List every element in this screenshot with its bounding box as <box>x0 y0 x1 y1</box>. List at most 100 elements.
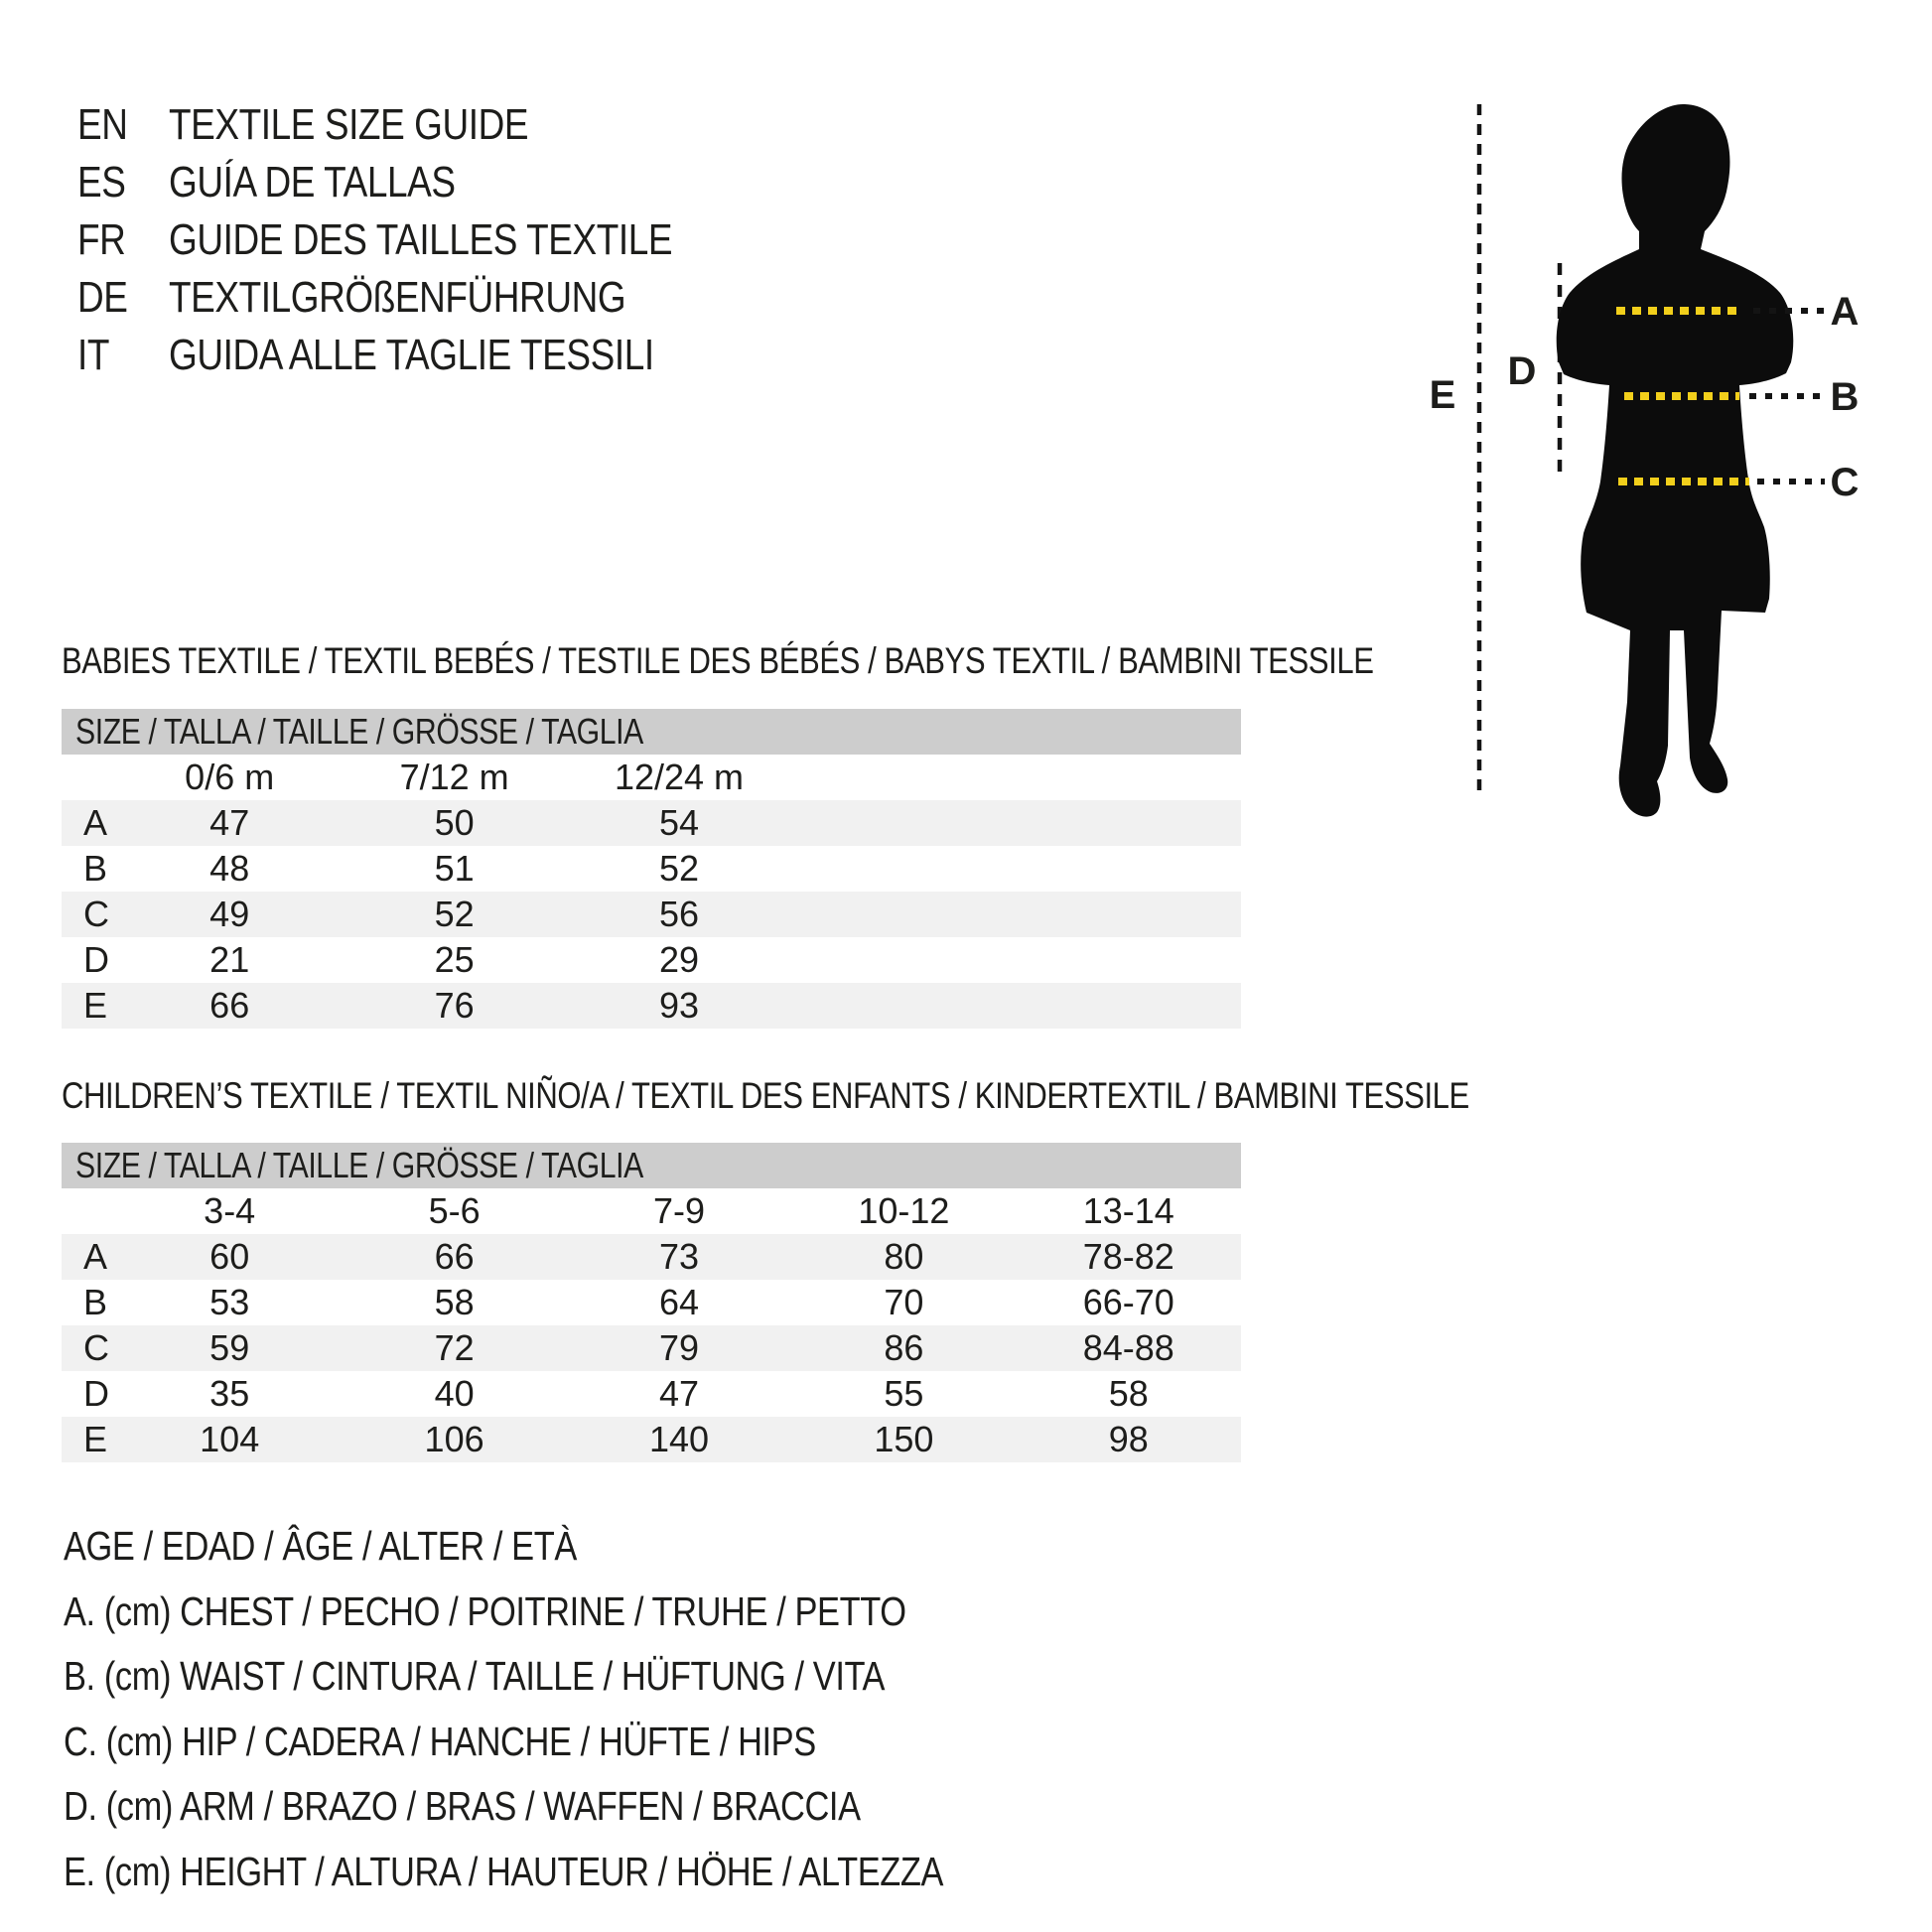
legend-line-height: E. (cm) HEIGHT / ALTURA / HAUTEUR / HÖHE… <box>64 1848 944 1894</box>
babies-column-header: 12/24 m <box>614 757 745 797</box>
table-cell: 73 <box>658 1236 700 1277</box>
table-cell: 86 <box>884 1327 924 1368</box>
babies-section-heading-text: BABIES TEXTILE / TEXTIL BEBÉS / TESTILE … <box>62 640 1374 681</box>
table-cell: 54 <box>658 802 700 843</box>
table-cell: 80 <box>884 1236 924 1277</box>
figure-label-c: C <box>1831 461 1860 504</box>
legend-line-age: AGE / EDAD / ÂGE / ALTER / ETÀ <box>64 1523 577 1569</box>
table-cell: 140 <box>648 1419 710 1459</box>
children-column-header: 10-12 <box>858 1190 950 1231</box>
language-title: GUIDE DES TAILLES TEXTILE <box>169 215 673 264</box>
table-cell: 53 <box>209 1282 250 1322</box>
table-cell: 58 <box>1108 1373 1149 1414</box>
babies-column-header: 7/12 m <box>399 757 509 797</box>
table-row: B 48 51 52 <box>62 846 1241 892</box>
language-title: GUIDA ALLE TAGLIE TESSILI <box>169 331 654 379</box>
table-cell: 150 <box>874 1419 934 1459</box>
table-cell: 21 <box>209 939 250 980</box>
table-cell: 93 <box>658 985 700 1026</box>
table-cell: 50 <box>434 802 475 843</box>
table-cell: 51 <box>434 848 475 889</box>
table-cell: 25 <box>434 939 475 980</box>
babies-size-header-text: SIZE / TALLA / TAILLE / GRÖSSE / TAGLIA <box>75 711 643 752</box>
table-cell: 55 <box>884 1373 924 1414</box>
table-cell: 64 <box>658 1282 700 1322</box>
table-row: A 47 50 54 <box>62 800 1241 846</box>
language-row: DE TEXTILGRÖßENFÜHRUNG <box>77 269 971 327</box>
children-section-heading: CHILDREN’S TEXTILE / TEXTIL NIÑO/A / TEX… <box>62 1075 1737 1117</box>
table-cell: 48 <box>209 848 250 889</box>
table-row: C 49 52 56 <box>62 892 1241 937</box>
table-cell: 98 <box>1108 1419 1149 1459</box>
row-label: A <box>83 1236 108 1277</box>
table-cell: 66 <box>434 1236 475 1277</box>
measurement-legend: AGE / EDAD / ÂGE / ALTER / ETÀ A. (cm) C… <box>64 1514 1156 1905</box>
table-cell: 60 <box>209 1236 250 1277</box>
table-cell: 47 <box>209 802 250 843</box>
table-cell: 72 <box>434 1327 475 1368</box>
language-row: EN TEXTILE SIZE GUIDE <box>77 96 971 154</box>
language-code: IT <box>77 331 110 379</box>
table-cell: 58 <box>434 1282 475 1322</box>
legend-line-arm: D. (cm) ARM / BRAZO / BRAS / WAFFEN / BR… <box>64 1783 861 1830</box>
language-row: IT GUIDA ALLE TAGLIE TESSILI <box>77 327 971 384</box>
table-cell: 76 <box>434 985 475 1026</box>
children-column-header: 13-14 <box>1082 1190 1174 1231</box>
row-label: D <box>83 939 109 980</box>
table-cell: 79 <box>658 1327 700 1368</box>
figure-label-d: D <box>1508 349 1537 393</box>
table-row: E 66 76 93 <box>62 983 1241 1029</box>
table-row: B 53 58 64 70 66-70 <box>62 1280 1241 1325</box>
row-label: A <box>83 802 108 843</box>
children-size-header-bar: SIZE / TALLA / TAILLE / GRÖSSE / TAGLIA <box>62 1143 1241 1188</box>
table-cell: 29 <box>658 939 700 980</box>
table-cell: 35 <box>209 1373 250 1414</box>
language-code: FR <box>77 215 126 264</box>
table-cell: 104 <box>200 1419 260 1459</box>
table-row: D 35 40 47 55 58 <box>62 1371 1241 1417</box>
table-cell: 78-82 <box>1082 1236 1174 1277</box>
language-code: EN <box>77 100 128 149</box>
language-title: TEXTILE SIZE GUIDE <box>169 100 529 149</box>
figure-label-a: A <box>1831 290 1860 334</box>
table-cell: 47 <box>658 1373 700 1414</box>
children-size-header-text: SIZE / TALLA / TAILLE / GRÖSSE / TAGLIA <box>75 1145 643 1185</box>
babies-size-header-bar: SIZE / TALLA / TAILLE / GRÖSSE / TAGLIA <box>62 709 1241 755</box>
table-cell: 56 <box>658 894 700 934</box>
language-title: TEXTILGRÖßENFÜHRUNG <box>169 273 626 322</box>
figure-label-e: E <box>1430 373 1456 417</box>
babies-section-heading: BABIES TEXTILE / TEXTIL BEBÉS / TESTILE … <box>62 640 1623 682</box>
figure-label-b: B <box>1831 375 1860 419</box>
child-silhouette <box>1556 103 1794 817</box>
table-cell: 66-70 <box>1082 1282 1174 1322</box>
legend-line-hip: C. (cm) HIP / CADERA / HANCHE / HÜFTE / … <box>64 1718 816 1764</box>
language-code: DE <box>77 273 128 322</box>
children-column-header: 5-6 <box>428 1190 481 1231</box>
children-column-header: 7-9 <box>652 1190 705 1231</box>
table-row: E 104 106 140 150 98 <box>62 1417 1241 1462</box>
legend-line-chest: A. (cm) CHEST / PECHO / POITRINE / TRUHE… <box>64 1587 906 1634</box>
children-column-header-row: 3-4 5-6 7-9 10-12 13-14 <box>62 1188 1241 1234</box>
language-row: ES GUÍA DE TALLAS <box>77 154 971 211</box>
table-cell: 52 <box>658 848 700 889</box>
children-section-heading-text: CHILDREN’S TEXTILE / TEXTIL NIÑO/A / TEX… <box>62 1075 1469 1116</box>
babies-size-table: SIZE / TALLA / TAILLE / GRÖSSE / TAGLIA … <box>62 709 1241 1029</box>
language-code: ES <box>77 158 126 207</box>
row-label: E <box>83 985 108 1026</box>
row-label: C <box>83 1327 109 1368</box>
table-cell: 52 <box>434 894 475 934</box>
table-row: C 59 72 79 86 84-88 <box>62 1325 1241 1371</box>
table-row: D 21 25 29 <box>62 937 1241 983</box>
row-label: D <box>83 1373 109 1414</box>
table-cell: 66 <box>209 985 250 1026</box>
table-cell: 49 <box>209 894 250 934</box>
row-label: B <box>83 1282 108 1322</box>
language-title: GUÍA DE TALLAS <box>169 158 456 207</box>
row-label: E <box>83 1419 108 1459</box>
language-row: FR GUIDE DES TAILLES TEXTILE <box>77 211 971 269</box>
babies-column-header-row: 0/6 m 7/12 m 12/24 m <box>62 755 1241 800</box>
child-silhouette-measurement-diagram: E D A B C <box>1430 103 1860 817</box>
table-cell: 106 <box>424 1419 484 1459</box>
table-row: A 60 66 73 80 78-82 <box>62 1234 1241 1280</box>
children-size-table: SIZE / TALLA / TAILLE / GRÖSSE / TAGLIA … <box>62 1143 1241 1462</box>
